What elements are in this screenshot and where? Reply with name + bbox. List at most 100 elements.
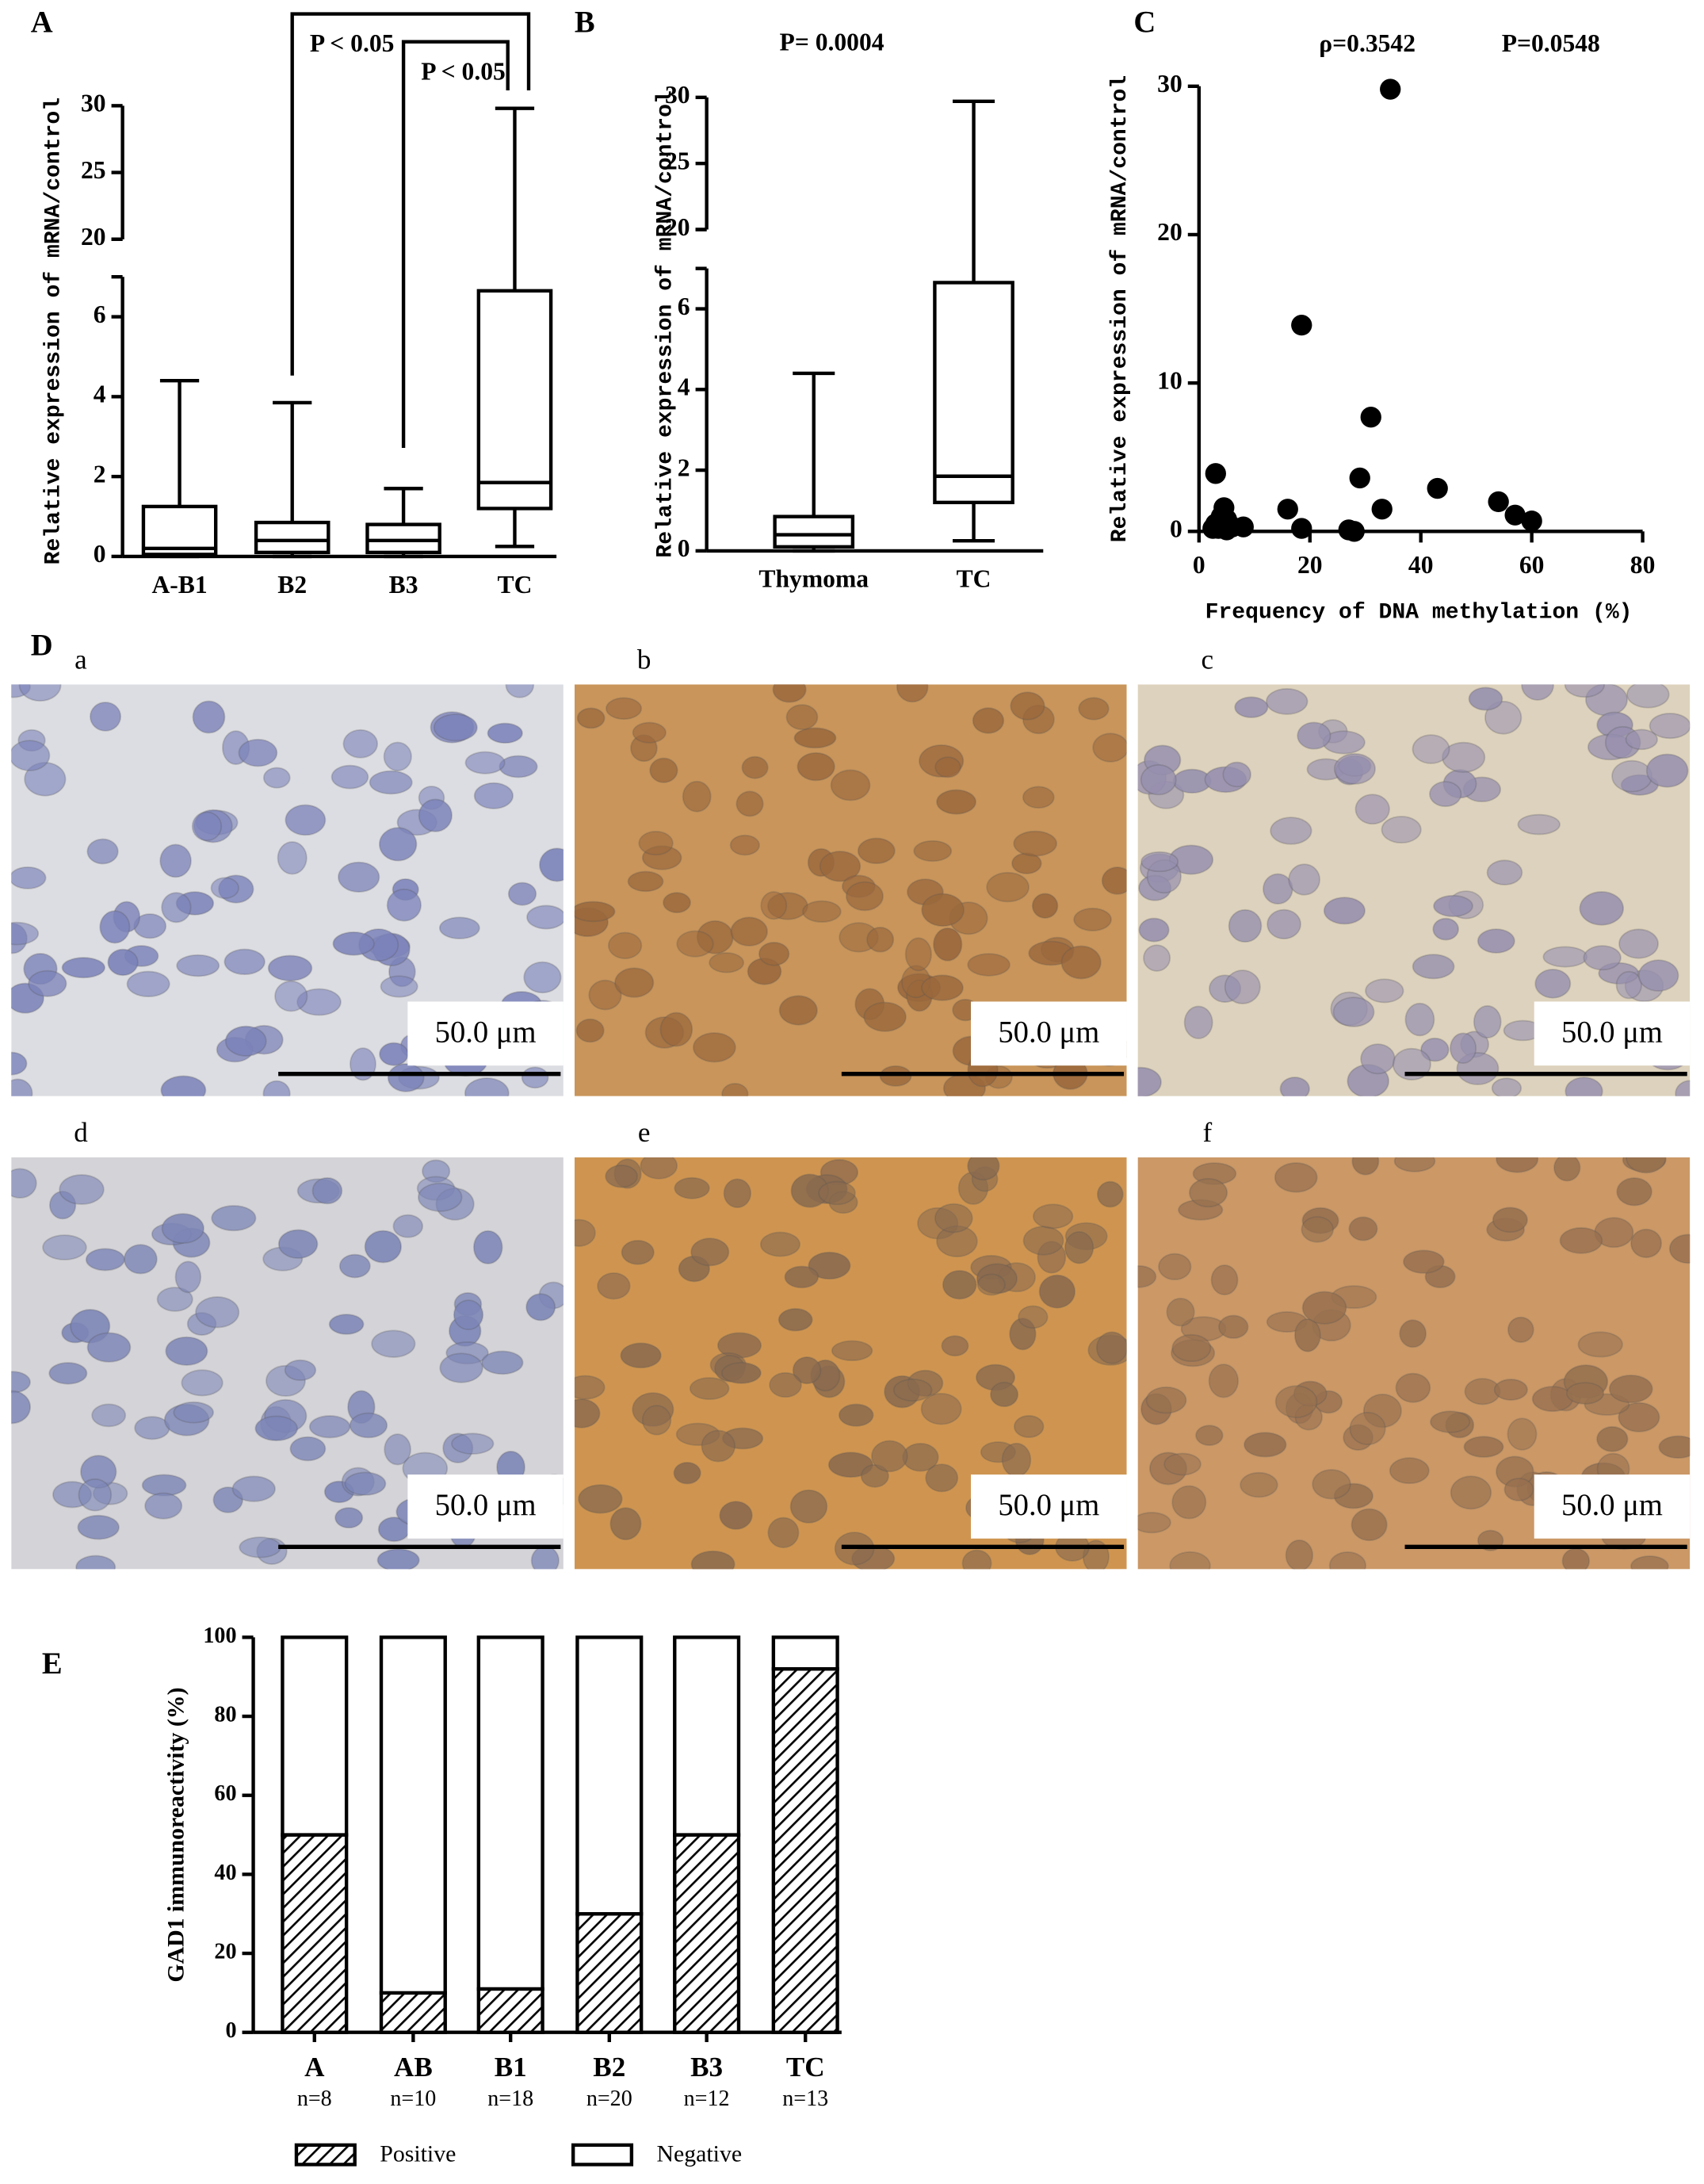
nucleus — [846, 881, 884, 912]
micrograph-label: b — [637, 644, 651, 675]
nucleus — [1073, 908, 1112, 931]
nucleus — [934, 1203, 973, 1234]
nucleus — [1244, 1432, 1287, 1458]
nucleus — [11, 921, 40, 946]
nucleus — [659, 1012, 693, 1047]
nucleus — [1228, 908, 1263, 943]
nucleus — [1078, 697, 1110, 721]
y-tick-label: 30 — [1157, 70, 1182, 98]
nucleus — [933, 927, 963, 962]
micrograph-label: d — [74, 1117, 88, 1148]
legend-label: Positive — [380, 2141, 456, 2167]
micrograph: 50.0 μm — [1137, 1157, 1691, 1570]
nucleus — [392, 1214, 424, 1238]
nucleus — [1675, 1080, 1691, 1096]
nucleus — [640, 1157, 678, 1180]
y-tick-label: 30 — [81, 90, 106, 117]
sample-size-label: n=12 — [684, 2086, 730, 2111]
nucleus — [632, 721, 667, 744]
nucleus — [308, 1415, 351, 1439]
nucleus — [1332, 996, 1375, 1027]
nucleus — [578, 1484, 623, 1514]
nucleus — [378, 827, 418, 862]
nucleus — [1323, 897, 1366, 925]
box — [141, 504, 218, 557]
nucleus — [386, 888, 422, 922]
nucleus — [1270, 817, 1312, 845]
nucleus — [539, 847, 564, 882]
scale-bar-label: 50.0 μm — [998, 1489, 1099, 1522]
nucleus — [1312, 1469, 1351, 1500]
nucleus — [1013, 830, 1057, 857]
nucleus — [195, 1296, 240, 1329]
nucleus — [576, 707, 606, 729]
nucleus — [521, 1066, 549, 1089]
y-tick-label: 0 — [678, 534, 690, 562]
nucleus — [159, 843, 192, 878]
x-tick-label: Thymoma — [758, 565, 869, 593]
nucleus — [1412, 954, 1455, 980]
nucleus — [161, 892, 192, 924]
nucleus — [1450, 1032, 1477, 1064]
nucleus — [1018, 1305, 1049, 1329]
point — [1521, 511, 1542, 532]
nucleus — [641, 1405, 672, 1436]
x-tick-label: 40 — [1408, 551, 1434, 579]
x-tick-label: B3 — [389, 571, 418, 599]
significance-bracket — [290, 12, 531, 376]
nucleus — [11, 740, 51, 771]
nucleus — [588, 979, 622, 1011]
nucleus — [123, 1244, 158, 1275]
nucleus — [797, 752, 835, 782]
point — [1277, 499, 1298, 520]
nucleus — [941, 1335, 969, 1357]
nucleus — [11, 1390, 31, 1425]
nucleus — [857, 837, 896, 865]
nucleus — [231, 1475, 276, 1502]
significance-bracket — [401, 40, 510, 449]
nucleus — [1171, 1333, 1212, 1363]
nucleus — [1399, 1319, 1427, 1348]
nucleus — [144, 1492, 183, 1520]
nucleus — [160, 1075, 207, 1096]
panel-label: E — [42, 1647, 63, 1681]
micrograph: 50.0 μm — [11, 684, 564, 1096]
nucleus — [1267, 908, 1301, 939]
nucleus — [871, 1440, 908, 1473]
nucleus — [1274, 1162, 1318, 1193]
bar-segment — [575, 1635, 644, 1916]
scale-bar-label: 50.0 μm — [1561, 1489, 1663, 1522]
nucleus — [627, 870, 664, 893]
x-tick-label: B3 — [690, 2052, 723, 2083]
nucleus — [741, 755, 769, 779]
nucleus — [379, 1042, 409, 1066]
legend-swatch — [294, 2143, 357, 2167]
nucleus — [607, 931, 643, 959]
micrograph-label: e — [638, 1117, 651, 1148]
x-tick-label: AB — [394, 2052, 433, 2083]
nucleus — [1301, 1216, 1334, 1243]
nucleus — [1433, 894, 1473, 917]
nucleus — [11, 866, 47, 889]
nucleus — [967, 1157, 1000, 1181]
nucleus — [1618, 1402, 1660, 1432]
nucleus — [721, 1362, 762, 1384]
nucleus — [575, 1018, 605, 1043]
nucleus — [730, 916, 768, 947]
nucleus — [1032, 1203, 1074, 1230]
x-tick-label: TC — [957, 565, 991, 593]
scale-bar-box — [1534, 1474, 1691, 1539]
nucleus — [1222, 761, 1251, 788]
nucleus — [729, 834, 760, 856]
nucleus — [1297, 721, 1331, 750]
nucleus — [789, 1489, 828, 1524]
nucleus — [526, 905, 564, 930]
nucleus — [1616, 1177, 1652, 1207]
point — [1371, 499, 1393, 520]
nucleus — [609, 1507, 642, 1540]
y-tick-label: 20 — [665, 213, 690, 241]
nucleus — [328, 1314, 365, 1335]
nucleus — [1564, 684, 1606, 698]
scale-bar-label: 50.0 μm — [998, 1016, 1099, 1049]
nucleus — [342, 729, 379, 759]
